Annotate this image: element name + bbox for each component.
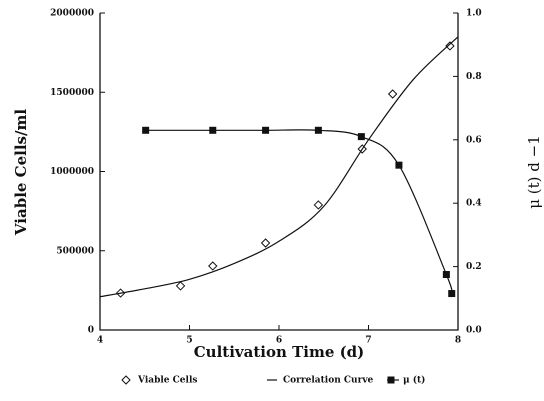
x-tick-label: 6 bbox=[276, 336, 282, 346]
y2-tick-label: 0.0 bbox=[466, 326, 482, 336]
y-tick-label: 0 bbox=[88, 326, 94, 336]
data-point bbox=[209, 126, 217, 134]
legend-label: Viable Cells bbox=[137, 376, 197, 386]
series-line bbox=[99, 36, 459, 298]
y2-tick-label: 0.8 bbox=[466, 72, 482, 82]
x-tick-label: 7 bbox=[365, 336, 371, 346]
y-tick-label: 500000 bbox=[56, 246, 94, 256]
data-point bbox=[208, 261, 218, 271]
x-tick-label: 8 bbox=[455, 336, 461, 346]
y2-axis-label: μ (t) d −1 bbox=[525, 135, 543, 209]
y2-tick-label: 1.0 bbox=[466, 9, 482, 19]
x-axis-label: Cultivation Time (d) bbox=[194, 343, 365, 361]
data-point bbox=[395, 161, 403, 169]
series-line bbox=[145, 129, 453, 294]
legend-label: Correlation Curve bbox=[283, 376, 374, 386]
data-point bbox=[142, 126, 150, 134]
y-tick-label: 2000000 bbox=[50, 9, 94, 19]
data-point bbox=[314, 126, 322, 134]
x-tick-label: 4 bbox=[97, 336, 103, 346]
y-tick-label: 1000000 bbox=[50, 167, 94, 177]
y2-tick-label: 0.2 bbox=[466, 262, 482, 272]
y-axis-label: Viable Cells/ml bbox=[12, 109, 30, 236]
data-point bbox=[442, 271, 450, 279]
legend-marker bbox=[387, 376, 395, 384]
y-tick-label: 1500000 bbox=[50, 88, 94, 98]
legend-label: μ (t) bbox=[403, 375, 425, 386]
data-point bbox=[357, 133, 365, 141]
data-point bbox=[448, 290, 456, 298]
data-point bbox=[387, 89, 398, 99]
y2-tick-label: 0.4 bbox=[466, 199, 482, 209]
data-point bbox=[313, 200, 324, 210]
x-tick-label: 5 bbox=[186, 336, 192, 346]
data-point bbox=[260, 238, 271, 248]
data-point bbox=[445, 41, 455, 51]
legend-marker bbox=[121, 375, 131, 385]
data-point bbox=[262, 126, 270, 134]
plot-frame bbox=[99, 13, 459, 331]
data-point bbox=[175, 281, 186, 291]
y2-tick-label: 0.6 bbox=[466, 135, 482, 145]
